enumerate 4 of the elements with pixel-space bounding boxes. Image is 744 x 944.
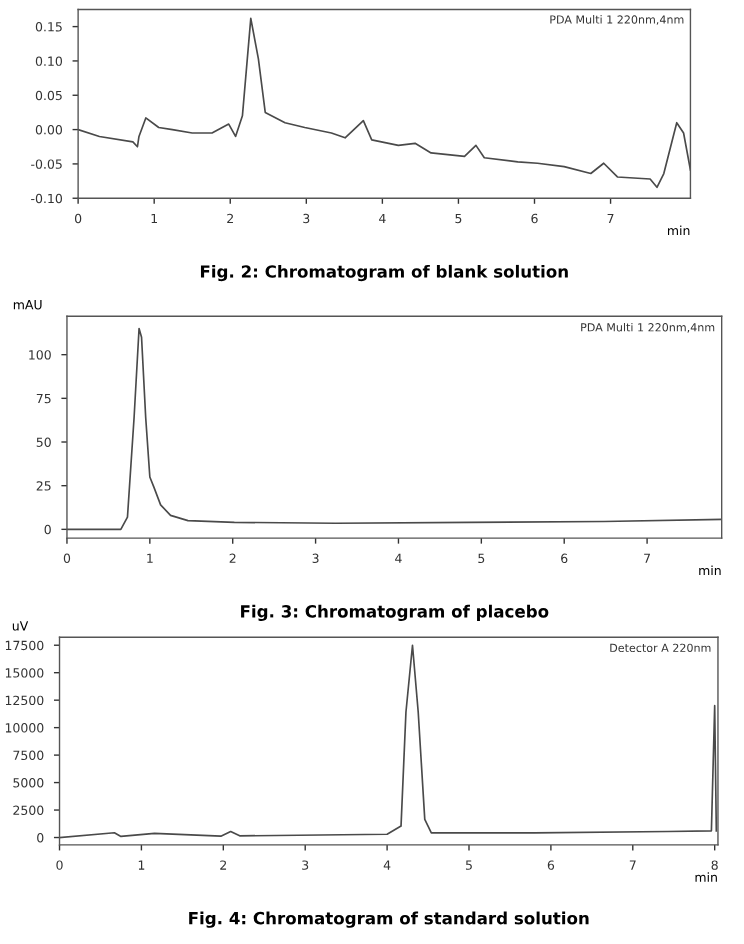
text: Fig. 3: Chromatogram of placebo (241, 604, 549, 622)
text: Fig. 4: Chromatogram of standard solution (189, 911, 589, 928)
text: Fig. 2: Chromatogram of blank solution (200, 264, 568, 282)
line-series (59, 644, 718, 839)
